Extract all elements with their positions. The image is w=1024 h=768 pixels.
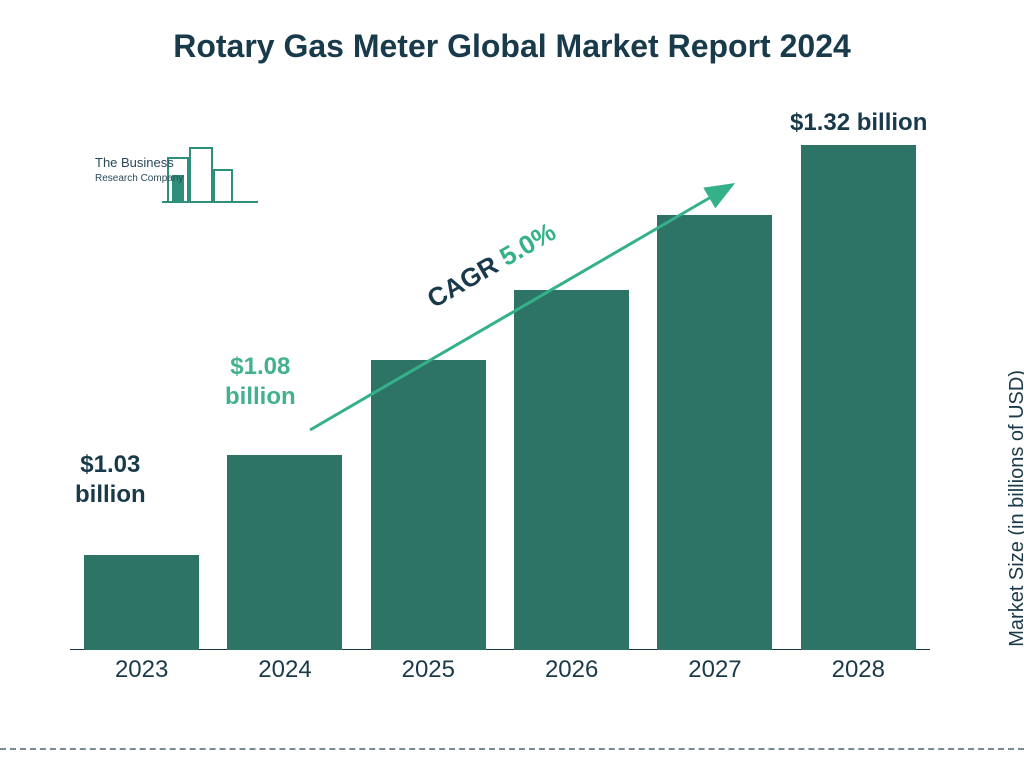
bar-group [788,145,928,650]
x-axis-label: 2028 [788,650,928,684]
bar-group [502,290,642,650]
value-label: $1.03billion [75,450,146,510]
bar-group [215,455,355,650]
bottom-divider [0,748,1024,750]
bar [227,455,342,650]
y-axis-label: Market Size (in billions of USD) [1006,370,1024,647]
bar [657,215,772,650]
x-axis-labels: 202320242025202620272028 [70,650,930,690]
bar [801,145,916,650]
bar [84,555,199,650]
x-axis-label: 2024 [215,650,355,684]
value-label: $1.08billion [225,352,296,412]
x-axis-label: 2025 [358,650,498,684]
value-label: $1.32 billion [790,108,927,138]
bar-group [645,215,785,650]
bar-group [358,360,498,650]
bar [514,290,629,650]
bar-group [72,555,212,650]
chart-bars [70,120,930,650]
x-axis-label: 2023 [72,650,212,684]
chart-area: 202320242025202620272028 [70,120,930,690]
bar [371,360,486,650]
chart-title: Rotary Gas Meter Global Market Report 20… [0,28,1024,65]
x-axis-label: 2026 [502,650,642,684]
x-axis-label: 2027 [645,650,785,684]
